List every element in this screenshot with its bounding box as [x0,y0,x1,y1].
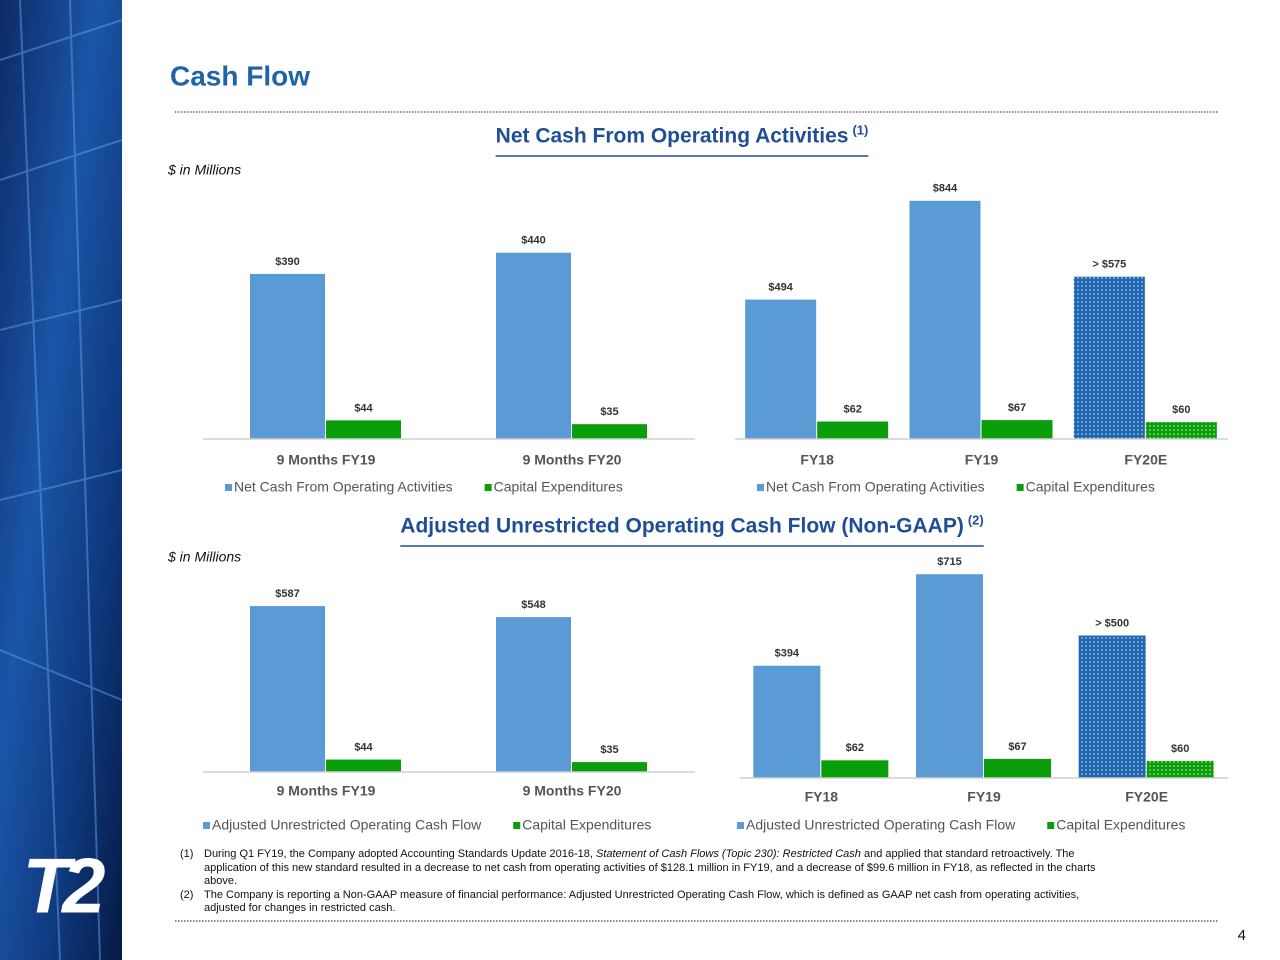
x-tick-label: 9 Months FY19 [277,783,376,799]
x-tick-label: FY18 [800,452,834,468]
legend-label: Capital Expenditures [1026,479,1155,495]
bar [1073,276,1145,439]
data-label: $587 [275,588,299,600]
bar [753,665,821,778]
section-heading: Net Cash From Operating Activities [496,125,849,148]
legend-label: Capital Expenditures [522,817,651,833]
data-label: $62 [846,742,864,754]
x-tick-label: FY20E [1124,452,1167,468]
footnote-part: During Q1 FY19, the Company adopted Acco… [204,848,596,860]
bar [1078,635,1146,778]
bar [572,762,647,772]
legend-label: Net Cash From Operating Activities [234,479,453,495]
bar [496,617,571,772]
footnotes: (1) During Q1 FY19, the Company adopted A… [180,848,1120,916]
footnote-part: Statement of Cash Flows (Topic 230): Res… [595,848,861,860]
footnote-text: During Q1 FY19, the Company adopted Acco… [204,848,1120,889]
x-tick-label: 9 Months FY20 [523,452,622,468]
section-note: (1) [852,122,868,137]
bar [817,421,889,439]
legend-label: Adjusted Unrestricted Operating Cash Flo… [746,817,1016,833]
footnote: (2) The Company is reporting a Non-GAAP m… [180,889,1120,916]
bar [1146,760,1214,778]
data-label: $35 [600,744,618,756]
data-label: $548 [521,599,545,611]
data-label: $60 [1171,743,1189,755]
bar [326,759,401,772]
data-label: $35 [600,406,618,418]
bar [250,606,325,772]
page-number: 4 [1238,927,1246,944]
data-label: $494 [768,281,793,293]
bar [909,200,981,439]
data-label: $67 [1008,402,1026,414]
footnote-marker: (1) [180,848,194,860]
data-label: $440 [521,235,545,247]
bar [572,424,647,439]
data-label: > $575 [1092,259,1126,271]
legend-swatch [737,822,744,829]
unit-label: $ in Millions [167,549,241,565]
legend-label: Net Cash From Operating Activities [766,479,985,495]
bar [250,273,325,439]
bar [326,420,401,439]
bar [984,758,1051,778]
footnote-text: The Company is reporting a Non-GAAP meas… [204,889,1120,916]
legend-label: Capital Expenditures [1056,817,1185,833]
footnote: (1) During Q1 FY19, the Company adopted A… [180,848,1120,889]
bar [745,299,817,439]
data-label: $390 [275,256,299,268]
x-tick-label: FY19 [967,789,1001,805]
footnote-part: and applied that standard retroactively.… [204,848,1096,887]
data-label: $715 [937,556,961,568]
x-tick-label: 9 Months FY20 [523,783,622,799]
sidebar [0,0,122,960]
data-label: $394 [775,648,800,660]
slide-title: Cash Flow [170,60,310,91]
legend-swatch [203,822,210,829]
bar [916,574,983,778]
legend-swatch [484,484,492,491]
x-tick-label: FY19 [965,452,999,468]
x-tick-label: FY18 [805,789,839,805]
logo: T2 [22,842,105,930]
data-label: $44 [354,402,373,414]
legend-label: Adjusted Unrestricted Operating Cash Flo… [212,817,482,833]
data-label: $844 [933,183,958,195]
legend-label: Capital Expenditures [494,479,623,495]
data-label: > $500 [1095,617,1129,629]
bar [981,420,1053,439]
unit-label: $ in Millions [167,162,241,178]
x-tick-label: 9 Months FY19 [277,452,376,468]
data-label: $44 [354,741,373,753]
bar [1145,422,1217,439]
data-label: $60 [1172,404,1190,416]
footnote-marker: (2) [180,888,194,901]
data-label: $67 [1008,741,1026,753]
section-note: (2) [968,512,984,527]
data-label: $62 [843,403,861,415]
legend-swatch [757,484,764,491]
legend-swatch [1047,822,1055,829]
x-tick-label: FY20E [1125,789,1168,805]
legend-swatch [513,822,521,829]
section-heading: Adjusted Unrestricted Operating Cash Flo… [400,515,964,538]
legend-swatch [1016,484,1024,491]
footnote-part: The Company is reporting a Non-GAAP meas… [204,888,1080,915]
bar [496,252,571,439]
sidebar-decoration [0,0,123,960]
legend-swatch [225,484,232,491]
bar [821,760,889,778]
